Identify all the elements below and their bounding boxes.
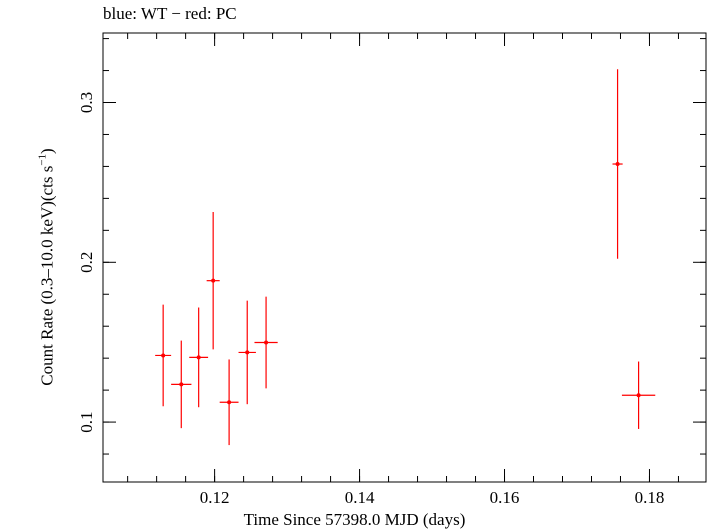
y-axis-label: Count Rate (0.3–10.0 keV)(cts s−1) (37, 148, 58, 385)
y-axis-label-end: ) (37, 148, 57, 154)
chart-title: blue: WT − red: PC (103, 4, 237, 23)
data-point (189, 307, 209, 408)
point-marker (245, 350, 250, 355)
data-point (612, 69, 623, 259)
point-marker (227, 400, 232, 405)
point-marker (179, 382, 184, 387)
point-marker (636, 393, 641, 398)
data-point (238, 300, 256, 405)
x-tick-label: 0.14 (345, 488, 375, 507)
data-point (254, 296, 278, 389)
point-marker (161, 353, 166, 358)
x-tick-label: 0.16 (490, 488, 520, 507)
y-axis-label-main: Count Rate (0.3–10.0 keV)(cts s (37, 165, 57, 386)
point-marker (196, 355, 201, 360)
data-point (206, 211, 220, 350)
y-tick-label: 0.3 (77, 92, 96, 113)
point-marker (615, 162, 620, 167)
data-point (171, 340, 192, 429)
data-point (155, 304, 172, 407)
y-tick-label: 0.1 (77, 411, 96, 432)
y-tick-label: 0.2 (77, 252, 96, 273)
data-points (155, 69, 656, 446)
plot-frame (102, 32, 707, 483)
x-tick-label: 0.18 (635, 488, 665, 507)
y-axis-label-exponent: −1 (36, 153, 49, 166)
x-tick-label: 0.12 (200, 488, 230, 507)
point-marker (264, 340, 269, 345)
data-point (621, 361, 656, 429)
point-marker (211, 278, 216, 283)
axis-ticks: 0.12 0.14 0.16 0.18 0.1 0.2 0.3 (77, 33, 706, 507)
data-point (219, 359, 239, 446)
x-axis-label: Time Since 57398.0 MJD (days) (243, 510, 466, 529)
